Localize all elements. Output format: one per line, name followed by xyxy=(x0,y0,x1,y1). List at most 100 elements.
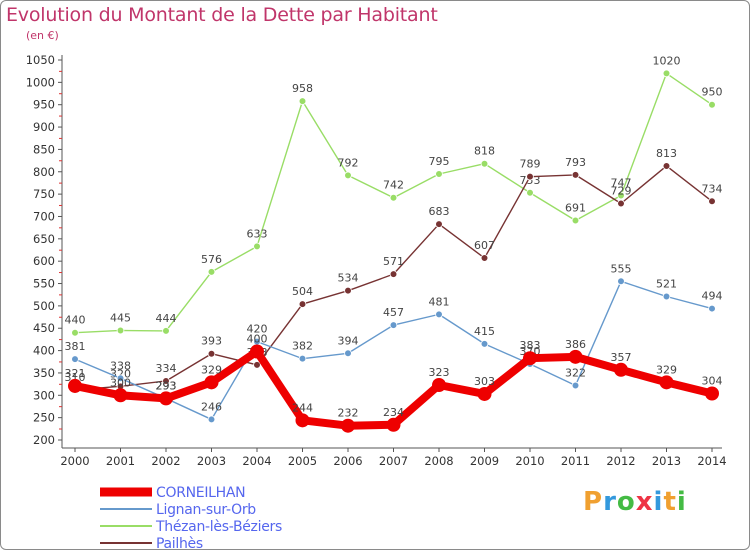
x-tick-label: 2013 xyxy=(652,454,681,468)
data-label: 445 xyxy=(110,311,131,324)
data-label: 382 xyxy=(292,340,313,353)
x-tick-label: 2006 xyxy=(333,454,362,468)
data-point xyxy=(162,327,170,335)
data-label: 322 xyxy=(565,366,586,379)
x-tick-label: 2011 xyxy=(561,454,590,468)
y-tick-label: 500 xyxy=(33,299,55,313)
legend-swatch-thezan xyxy=(100,525,152,527)
data-point xyxy=(207,415,216,424)
data-label: 338 xyxy=(110,359,131,372)
y-tick-label: 650 xyxy=(33,232,55,246)
data-label: 576 xyxy=(201,253,222,266)
x-tick-label: 2004 xyxy=(242,454,271,468)
data-point xyxy=(113,388,128,403)
logo-letter: P xyxy=(583,487,604,517)
data-point xyxy=(159,391,173,406)
legend-label: Pailhès xyxy=(156,535,203,552)
data-point xyxy=(477,386,492,401)
data-label: 792 xyxy=(338,156,359,169)
logo-letter: i xyxy=(676,487,687,517)
legend-label: CORNEILHAN xyxy=(156,484,246,501)
x-tick-label: 2008 xyxy=(424,454,453,468)
x-tick-label: 2005 xyxy=(288,454,317,468)
data-label: 958 xyxy=(292,82,313,95)
data-label: 400 xyxy=(247,332,268,345)
data-label: 504 xyxy=(292,285,313,298)
proxiti-logo: Proxiti xyxy=(583,487,687,517)
data-point xyxy=(662,292,671,301)
data-label: 633 xyxy=(247,227,268,240)
data-label: 329 xyxy=(656,363,677,376)
y-tick-label: 850 xyxy=(33,142,55,156)
data-point xyxy=(435,310,443,319)
data-point xyxy=(298,97,307,105)
data-label: 310 xyxy=(65,371,86,384)
y-tick-label: 400 xyxy=(33,344,55,358)
data-point xyxy=(116,326,125,335)
data-point xyxy=(68,378,82,393)
data-label: 818 xyxy=(474,145,495,158)
legend-label: Lignan-sur-Orb xyxy=(156,501,256,518)
y-tick-label: 1050 xyxy=(26,53,55,67)
data-point xyxy=(571,171,580,179)
legend-label: Thézan-lès-Béziers xyxy=(156,518,282,535)
data-label: 357 xyxy=(611,351,632,364)
data-point xyxy=(71,355,79,363)
data-point xyxy=(705,386,719,401)
data-point xyxy=(480,340,489,348)
data-label: 571 xyxy=(383,255,404,268)
data-label: 729 xyxy=(611,185,632,198)
data-label: 494 xyxy=(702,290,723,303)
data-point xyxy=(571,381,580,390)
data-point xyxy=(344,171,352,180)
y-tick-label: 300 xyxy=(33,388,55,402)
data-point xyxy=(207,268,216,276)
data-label: 383 xyxy=(520,339,541,352)
data-point xyxy=(480,159,489,168)
y-tick-label: 200 xyxy=(33,433,55,447)
data-label: 683 xyxy=(429,205,450,218)
data-point xyxy=(341,418,355,433)
data-label: 950 xyxy=(702,86,723,99)
chart-unit: (en €) xyxy=(26,29,59,42)
data-point xyxy=(523,351,537,366)
data-point xyxy=(389,321,398,329)
x-tick-label: 2002 xyxy=(151,454,180,468)
y-tick-label: 800 xyxy=(33,165,55,179)
data-label: 394 xyxy=(338,334,359,347)
logo-letter: x xyxy=(635,487,654,517)
data-point xyxy=(568,349,583,364)
series-line xyxy=(74,72,713,334)
data-label: 329 xyxy=(201,363,222,376)
y-tick-label: 1000 xyxy=(26,75,55,89)
chart-title: Evolution du Montant de la Dette par Hab… xyxy=(6,4,438,26)
data-point xyxy=(708,100,716,109)
legend-swatch-corneilhan xyxy=(100,487,152,497)
data-label: 393 xyxy=(201,335,222,348)
x-tick-label: 2014 xyxy=(697,454,726,468)
data-point xyxy=(344,286,352,295)
data-point xyxy=(659,375,674,390)
data-point xyxy=(662,69,671,78)
data-label: 534 xyxy=(338,272,359,285)
data-label: 321 xyxy=(65,367,86,380)
data-label: 742 xyxy=(383,179,404,192)
data-label: 734 xyxy=(702,182,723,195)
data-label: 323 xyxy=(429,366,450,379)
data-point xyxy=(71,328,79,337)
legend-item-thezan: Thézan-lès-Béziers xyxy=(100,518,282,535)
y-tick-label: 700 xyxy=(33,209,55,223)
data-label: 481 xyxy=(429,295,450,308)
data-label: 521 xyxy=(656,277,677,290)
x-tick-label: 2000 xyxy=(60,454,89,468)
logo-letter: r xyxy=(603,487,617,517)
data-label: 381 xyxy=(65,340,86,353)
data-point xyxy=(389,193,398,202)
data-label: 320 xyxy=(110,367,131,380)
data-point xyxy=(435,170,443,178)
x-tick-label: 2003 xyxy=(197,454,226,468)
data-label: 457 xyxy=(383,306,404,319)
data-point xyxy=(480,254,489,262)
